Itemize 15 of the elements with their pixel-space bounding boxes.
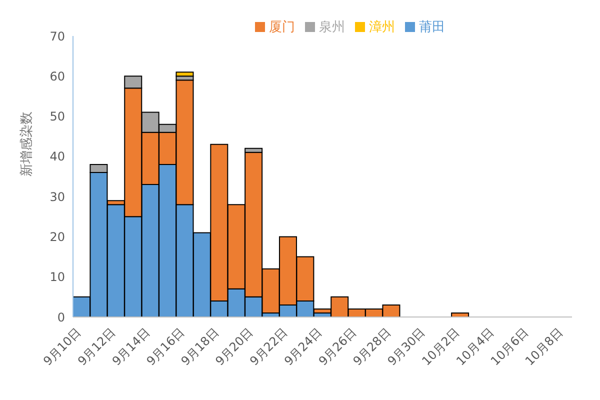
legend-label: 厦门 <box>269 20 295 35</box>
bar <box>451 312 470 317</box>
y-tick-label: 30 <box>50 190 65 204</box>
legend-label: 莆田 <box>419 20 445 35</box>
bar <box>176 72 194 77</box>
y-tick-label: 0 <box>57 310 65 324</box>
y-tick-label: 50 <box>50 110 65 124</box>
y-tick-label: 40 <box>50 150 65 164</box>
y-tick-label: 20 <box>50 230 65 244</box>
y-axis-title: 新增感染数 <box>20 112 35 176</box>
legend-label: 漳州 <box>369 20 395 35</box>
y-tick-label: 60 <box>50 69 65 84</box>
y-tick-label: 10 <box>50 270 65 284</box>
legend-label: 泉州 <box>319 20 345 35</box>
y-tick-label: 70 <box>50 29 65 44</box>
